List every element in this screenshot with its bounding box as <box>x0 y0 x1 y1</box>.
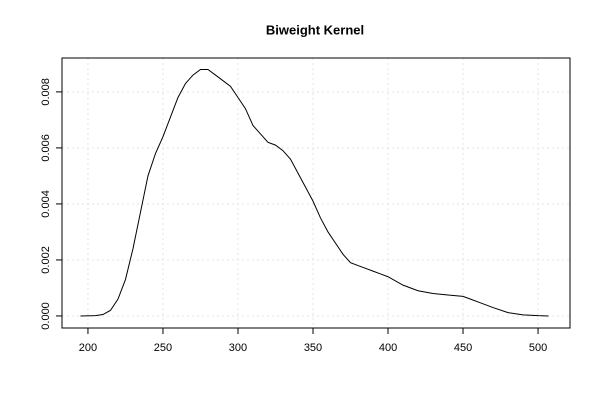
x-tick-label: 200 <box>79 342 97 354</box>
y-tick-label: 0.002 <box>40 246 52 274</box>
x-tick-label: 350 <box>304 342 322 354</box>
y-tick-label: 0.004 <box>40 190 52 218</box>
x-tick-label: 250 <box>154 342 172 354</box>
y-tick-label: 0.006 <box>40 134 52 162</box>
density-line <box>80 68 549 317</box>
x-tick-label: 500 <box>529 342 547 354</box>
plot-frame <box>61 57 571 329</box>
chart-title: Biweight Kernel <box>266 22 364 37</box>
y-tick-label: 0.000 <box>40 302 52 330</box>
x-tick-label: 400 <box>379 342 397 354</box>
x-tick-label: 300 <box>229 342 247 354</box>
x-tick-label: 450 <box>454 342 472 354</box>
y-tick-label: 0.008 <box>40 78 52 106</box>
